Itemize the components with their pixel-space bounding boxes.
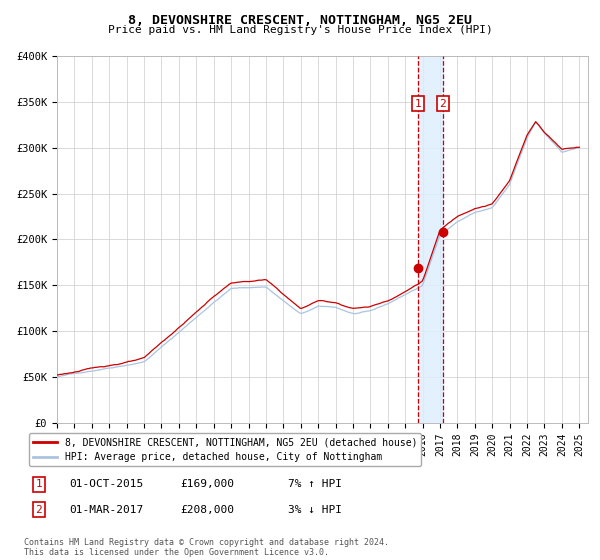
Text: 8, DEVONSHIRE CRESCENT, NOTTINGHAM, NG5 2EU: 8, DEVONSHIRE CRESCENT, NOTTINGHAM, NG5 … xyxy=(128,14,472,27)
Text: 2: 2 xyxy=(35,505,43,515)
Text: Price paid vs. HM Land Registry's House Price Index (HPI): Price paid vs. HM Land Registry's House … xyxy=(107,25,493,35)
Text: 1: 1 xyxy=(415,99,422,109)
Text: 7% ↑ HPI: 7% ↑ HPI xyxy=(288,479,342,489)
Text: 1: 1 xyxy=(35,479,43,489)
Legend: 8, DEVONSHIRE CRESCENT, NOTTINGHAM, NG5 2EU (detached house), HPI: Average price: 8, DEVONSHIRE CRESCENT, NOTTINGHAM, NG5 … xyxy=(29,433,421,466)
Text: £169,000: £169,000 xyxy=(180,479,234,489)
Text: Contains HM Land Registry data © Crown copyright and database right 2024.
This d: Contains HM Land Registry data © Crown c… xyxy=(24,538,389,557)
Text: 01-MAR-2017: 01-MAR-2017 xyxy=(69,505,143,515)
Text: £208,000: £208,000 xyxy=(180,505,234,515)
Text: 2: 2 xyxy=(440,99,446,109)
Text: 3% ↓ HPI: 3% ↓ HPI xyxy=(288,505,342,515)
Bar xyxy=(418,56,443,423)
Text: 01-OCT-2015: 01-OCT-2015 xyxy=(69,479,143,489)
